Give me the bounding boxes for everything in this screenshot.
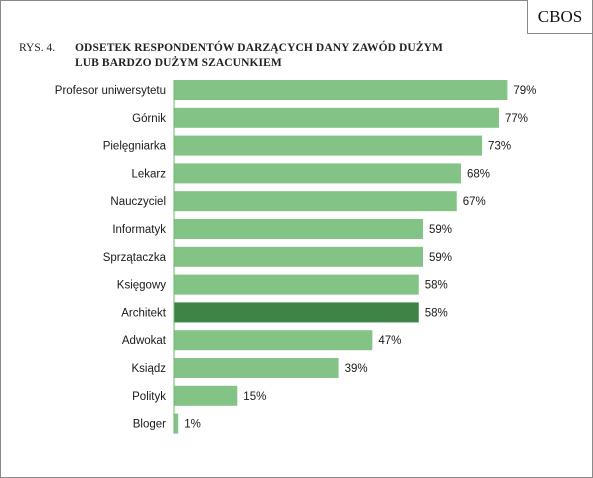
value-label-gornik: 77% xyxy=(505,113,528,125)
value-label-nauczyciel: 67% xyxy=(463,196,486,208)
bar-bloger xyxy=(174,413,179,434)
bars-layer: Profesor uniwersytetu 79% Górnik 77% Pielęgn… xyxy=(55,80,536,434)
category-label-ksiadz: Ksiądz xyxy=(131,363,166,375)
bar-pielegniarka xyxy=(174,135,483,156)
category-label-polityk: Polityk xyxy=(132,391,166,403)
bar-gornik xyxy=(174,107,499,128)
category-label-profesor-uniwersytetu: Profesor uniwersytetu xyxy=(55,85,166,97)
bar-ksiegowy xyxy=(174,274,419,295)
figure-number: RYS. 4. xyxy=(19,42,56,54)
bar-sprzataczka xyxy=(174,246,423,267)
bar-architekt xyxy=(174,302,419,323)
value-label-architekt: 58% xyxy=(425,307,448,319)
value-label-bloger: 1% xyxy=(184,419,201,431)
bar-ksiadz xyxy=(174,358,339,378)
category-label-adwokat: Adwokat xyxy=(122,335,167,347)
value-label-adwokat: 47% xyxy=(378,335,401,347)
bar-nauczyciel xyxy=(174,191,457,212)
value-label-polityk: 15% xyxy=(243,391,266,403)
cbos-logo: CBOS xyxy=(527,0,592,34)
chart-title-line-2: LUB BARDZO DUŻYM SZACUNKIEM xyxy=(75,57,282,69)
bar-informatyk xyxy=(174,219,423,239)
value-label-informatyk: 59% xyxy=(429,224,452,236)
chart-title-line-1: ODSETEK RESPONDENTÓW DARZĄCYCH DANY ZAWÓ… xyxy=(75,42,443,54)
value-label-ksiadz: 39% xyxy=(345,363,368,375)
bar-polityk xyxy=(174,385,238,406)
category-label-gornik: Górnik xyxy=(132,113,166,125)
category-label-sprzataczka: Sprzątaczka xyxy=(103,252,167,264)
value-label-pielegniarka: 73% xyxy=(488,141,511,153)
bar-profesor-uniwersytetu xyxy=(174,80,508,100)
category-label-pielegniarka: Pielęgniarka xyxy=(103,141,167,153)
category-label-informatyk: Informatyk xyxy=(112,224,166,236)
chart-title: ODSETEK RESPONDENTÓW DARZĄCYCH DANY ZAWÓ… xyxy=(75,41,475,71)
category-label-architekt: Architekt xyxy=(121,307,167,319)
value-label-ksiegowy: 58% xyxy=(425,280,448,292)
category-label-lekarz: Lekarz xyxy=(131,168,166,180)
bar-lekarz xyxy=(174,163,461,184)
category-label-nauczyciel: Nauczyciel xyxy=(110,196,166,208)
category-label-bloger: Bloger xyxy=(133,419,166,431)
value-label-lekarz: 68% xyxy=(467,168,490,180)
bar-adwokat xyxy=(174,330,373,351)
category-label-ksiegowy: Księgowy xyxy=(117,280,166,292)
value-label-profesor-uniwersytetu: 79% xyxy=(513,85,536,97)
value-label-sprzataczka: 59% xyxy=(429,252,452,264)
